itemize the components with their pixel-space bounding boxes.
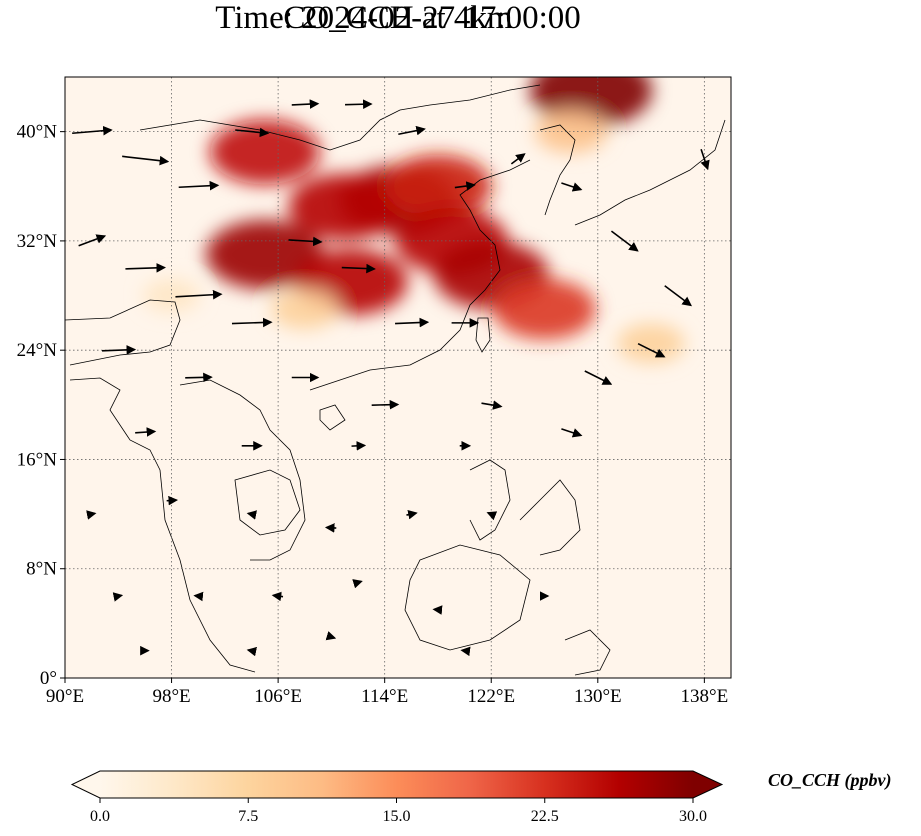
lon-tick-label: 114°E xyxy=(361,686,408,707)
wind-arrow xyxy=(454,181,476,191)
lon-tick-label: 138°E xyxy=(681,686,729,707)
wind-arrow xyxy=(185,372,213,383)
wind-arrow xyxy=(561,182,583,192)
lon-tick-label: 98°E xyxy=(152,686,190,707)
wind-arrow xyxy=(101,345,137,355)
wind-arrow xyxy=(122,155,170,166)
wind-arrow xyxy=(78,234,107,247)
wind-arrow xyxy=(345,99,373,109)
wind-arrow xyxy=(325,631,337,641)
wind-arrow xyxy=(175,289,223,300)
wind-arrow xyxy=(460,646,471,657)
colorbar-tick-label: 30.0 xyxy=(679,808,707,825)
wind-arrow xyxy=(700,148,710,171)
wind-arrow xyxy=(235,127,270,138)
wind-arrow xyxy=(246,510,258,520)
wind-arrow xyxy=(584,370,613,385)
plume-region xyxy=(142,278,201,313)
lat-tick-label: 8°N xyxy=(26,559,57,580)
plume-region xyxy=(288,173,401,240)
plume-region xyxy=(270,289,339,330)
plume-region xyxy=(384,154,492,218)
colorbar-extend-min xyxy=(72,771,100,798)
lat-tick-label: 16°N xyxy=(17,449,58,470)
plume-region xyxy=(206,220,324,290)
wind-arrow xyxy=(561,428,583,438)
plume-region xyxy=(617,323,685,364)
colorbar-ticks: 0.0 7.5 15.0 22.5 30.0 xyxy=(90,798,707,825)
wind-arrow xyxy=(135,427,157,437)
lon-tick-label: 106°E xyxy=(254,686,302,707)
lat-tick-label: 40°N xyxy=(17,122,58,143)
colorbar-tick-label: 0.0 xyxy=(90,808,110,825)
plume-region xyxy=(209,119,320,185)
gridlines xyxy=(65,77,731,678)
colorbar-title: CO_CCH (ppbv) xyxy=(768,770,892,790)
wind-arrow xyxy=(125,263,167,273)
wind-arrow xyxy=(72,125,113,136)
plume-region xyxy=(534,110,608,153)
lon-tick-label: 122°E xyxy=(467,686,515,707)
wind-arrow xyxy=(432,605,443,615)
longitude-axis: 90°E 98°E 106°E 114°E 122°E 130°E 138°E xyxy=(46,678,728,707)
colorbar-gradient xyxy=(100,771,693,798)
wind-arrow xyxy=(481,400,503,410)
wind-vectors xyxy=(72,99,710,657)
wind-arrow xyxy=(664,285,692,307)
coastline-lines xyxy=(65,84,726,676)
latitude-axis: 0° 8°N 16°N 24°N 32°N 40°N xyxy=(17,122,65,689)
wind-arrow xyxy=(324,523,337,533)
wind-arrow xyxy=(341,263,376,274)
colorbar: 0.0 7.5 15.0 22.5 30.0 xyxy=(70,770,724,825)
wind-arrow xyxy=(637,342,666,358)
lat-tick-label: 0° xyxy=(40,668,57,689)
colorbar-extend-max xyxy=(693,771,722,798)
plume-region xyxy=(493,279,596,340)
wind-arrow xyxy=(291,99,320,109)
colorbar-tick-label: 7.5 xyxy=(238,808,258,825)
wind-arrow xyxy=(510,153,526,165)
wind-arrow xyxy=(112,592,124,602)
wind-arrow xyxy=(271,591,284,602)
wind-arrow xyxy=(395,317,430,328)
wind-arrow xyxy=(246,646,258,657)
colorbar-tick-label: 15.0 xyxy=(383,808,411,825)
title-line-1: CO_CCH at 4km xyxy=(283,0,513,36)
wind-arrow xyxy=(351,441,367,451)
colorbar-tick-label: 22.5 xyxy=(531,808,559,825)
lon-tick-label: 90°E xyxy=(46,686,84,707)
map-frame xyxy=(64,76,732,679)
wind-arrow xyxy=(406,509,418,520)
wind-arrow xyxy=(288,236,323,247)
wind-arrow xyxy=(178,180,220,191)
wind-arrow xyxy=(371,399,400,410)
lon-tick-label: 130°E xyxy=(574,686,622,707)
wind-arrow xyxy=(610,230,639,252)
wind-arrow xyxy=(486,511,498,521)
lat-tick-label: 24°N xyxy=(17,340,58,361)
title-line-2: Time: 2024-02-27 17:00:00 xyxy=(215,0,581,36)
wind-arrow xyxy=(352,579,363,589)
wind-arrow xyxy=(86,510,97,520)
wind-arrow xyxy=(398,125,426,136)
wind-arrow xyxy=(193,591,204,602)
wind-arrow xyxy=(231,317,273,328)
lat-tick-label: 32°N xyxy=(17,231,58,252)
wind-arrow xyxy=(166,495,179,506)
